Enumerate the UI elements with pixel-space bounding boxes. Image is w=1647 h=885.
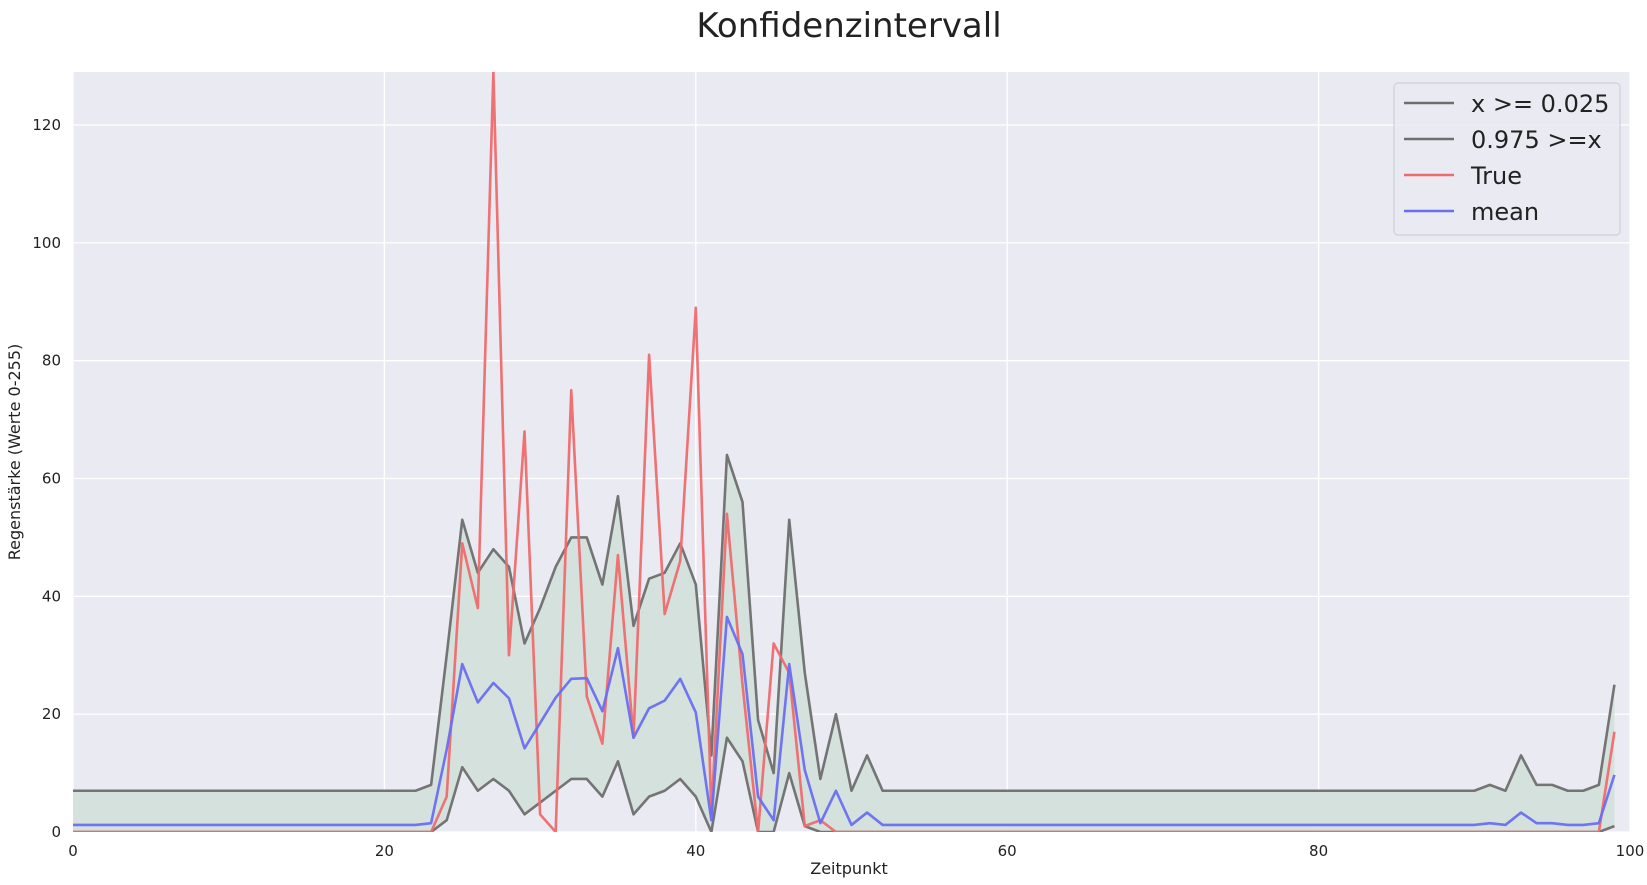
y-tick-label: 20 (42, 705, 61, 723)
x-tick-label: 100 (1616, 842, 1645, 860)
series-line-mean (73, 615, 1616, 827)
legend-label-upper: 0.975 >=x (1471, 126, 1602, 154)
x-axis-label: Zeitpunkt (810, 859, 888, 878)
legend-label-mean: mean (1471, 198, 1539, 226)
series-line-upper (73, 453, 1616, 793)
x-tick-label: 40 (686, 842, 705, 860)
plot-background (73, 72, 1630, 832)
legend-label-true: True (1470, 162, 1522, 190)
plot-area: 0 20 40 60 80 100 0 20 40 60 80 100 120 (32, 72, 1644, 860)
x-tick-label: 0 (68, 842, 78, 860)
legend-label-lower: x >= 0.025 (1471, 90, 1609, 118)
legend-box (1393, 82, 1621, 236)
y-tick-label: 40 (42, 587, 61, 605)
y-tick-label: 120 (32, 116, 61, 134)
y-tick-label: 80 (42, 352, 61, 370)
chart-title: Konfidenzintervall (696, 6, 1001, 46)
y-tick-label: 100 (32, 234, 61, 252)
x-tick-label: 60 (998, 842, 1017, 860)
y-tick-label: 60 (42, 470, 61, 488)
y-tick-label: 0 (51, 823, 61, 841)
legend: x >= 0.025 0.975 >=x True mean (1393, 82, 1621, 236)
y-axis-label: Regenstärke (Werte 0-255) (5, 344, 24, 560)
x-tick-label: 20 (375, 842, 394, 860)
confidence-band (73, 454, 1615, 832)
x-tick-label: 80 (1309, 842, 1328, 860)
